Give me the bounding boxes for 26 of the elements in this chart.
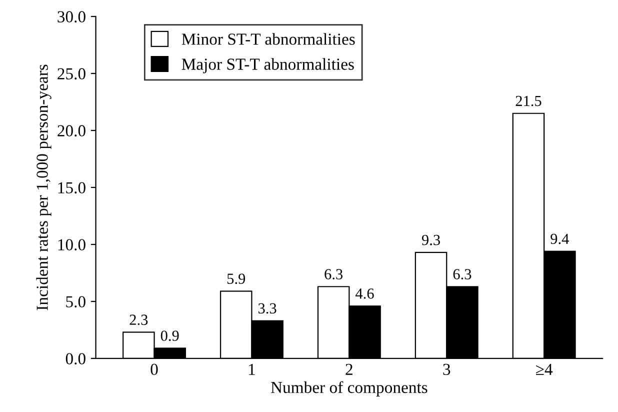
y-axis-title: Incident rates per 1,000 person-years (36, 64, 52, 310)
data-label: 9.4 (550, 234, 569, 244)
y-tick-label: 25.0 (58, 68, 86, 80)
x-tick-label: 1 (249, 364, 255, 375)
x-tick-label: 2 (346, 364, 352, 375)
data-label: 5.9 (227, 274, 246, 284)
y-tick-label: 15.0 (58, 182, 86, 194)
data-label: 9.3 (422, 234, 440, 246)
data-label: 4.6 (356, 288, 374, 299)
data-label: 6.3 (453, 269, 472, 280)
legend-label: Minor ST-T abnormalities (182, 33, 355, 45)
data-label: 6.3 (324, 269, 343, 280)
x-tick-label: 3 (443, 364, 450, 376)
y-tick-label: 10.0 (58, 239, 86, 250)
y-tick-label: 20.0 (58, 125, 86, 136)
data-label: 3.3 (258, 303, 276, 314)
x-tick-label: 0 (150, 364, 158, 376)
data-label: 21.5 (516, 96, 542, 106)
y-tick-label: 5.0 (66, 296, 86, 308)
data-label: 2.3 (130, 314, 148, 326)
x-tick-label: ≥4 (536, 364, 553, 375)
data-label: 0.9 (160, 330, 179, 341)
legend-label: Major ST-T abnormalities (182, 58, 354, 74)
y-tick-label: 0.0 (66, 353, 86, 364)
x-axis-title: Number of components (270, 381, 428, 396)
y-tick-label: 30.0 (58, 11, 86, 22)
